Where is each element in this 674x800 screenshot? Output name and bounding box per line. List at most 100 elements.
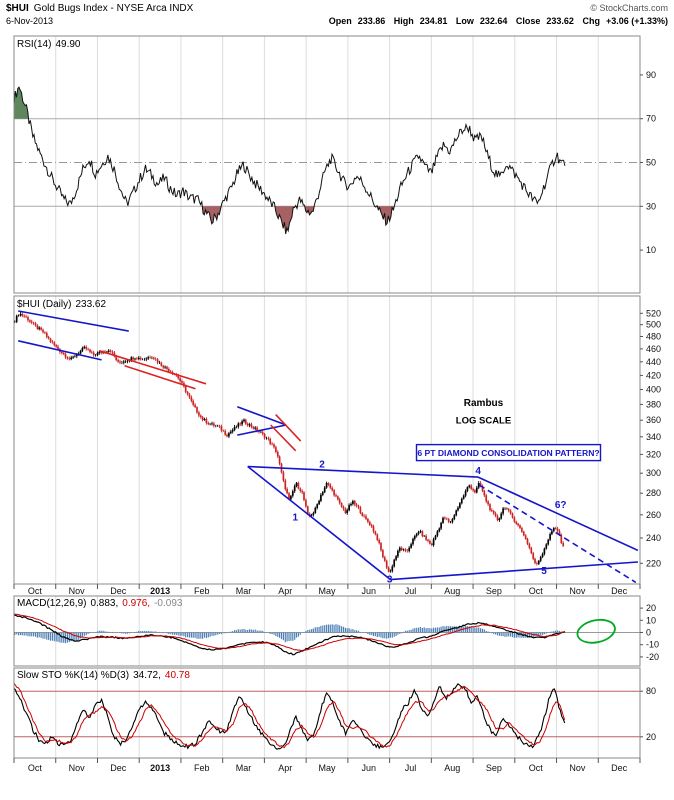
y-tick-label: 460: [646, 344, 661, 354]
y-tick-label: 30: [646, 201, 656, 211]
month-label: Sep: [486, 586, 502, 596]
y-tick-label: 400: [646, 385, 661, 395]
rsi-oversold-fill: [14, 206, 565, 234]
month-label: Nov: [69, 763, 86, 773]
x-axis-price: Oct Nov Dec 2013 Feb Mar Apr May Jun Jul Aug Sep Oct…: [13, 584, 641, 596]
month-label: Nov: [69, 586, 86, 596]
open-value: 233.86: [357, 16, 386, 26]
price-panel-border: [13, 295, 641, 585]
y-tick-label: 220: [646, 558, 661, 568]
y-tick-label: 240: [646, 533, 661, 543]
rsi-panel-border: [13, 35, 641, 294]
month-label: Dec: [611, 763, 628, 773]
copyright: © StockCharts.com: [590, 3, 668, 13]
month-label: Feb: [194, 763, 210, 773]
chart-date: 6-Nov-2013: [6, 16, 54, 26]
y-tick-label: 480: [646, 332, 661, 342]
month-label: May: [318, 763, 336, 773]
rsi-label: RSI(14): [17, 39, 52, 50]
y-tick-label: 520: [646, 308, 661, 318]
month-label: Dec: [110, 586, 127, 596]
month-label: Dec: [611, 586, 628, 596]
month-label: Oct: [28, 763, 43, 773]
macd-panel: 20 10 0 -10 -20: [13, 595, 659, 667]
y-tick-label: 10: [646, 615, 656, 625]
month-label: Dec: [110, 763, 127, 773]
annotation-text: Rambus: [464, 398, 504, 409]
trendline-dec-feb-channel-lower: [124, 365, 196, 390]
y-tick-label: 340: [646, 432, 661, 442]
month-label: Apr: [278, 586, 292, 596]
pattern-label-text: 6 PT DIAMOND CONSOLIDATION PATTERN?: [417, 448, 599, 458]
pattern-point-4: 4: [475, 466, 481, 477]
y-tick-label: -20: [646, 652, 659, 662]
sto-label: Slow STO %K(14) %D(3): [17, 670, 130, 681]
high-value: 234.81: [419, 16, 448, 26]
y-tick-label: 10: [646, 245, 656, 255]
trendline-diamond-bottom-right: [390, 561, 638, 581]
pattern-point-6: 6?: [555, 500, 567, 511]
quote-line: Open 233.86 High 234.81 Low 232.64 Close 233…: [323, 16, 668, 26]
sto-d-value: 40.78: [164, 670, 190, 681]
sto-panel: 80 20: [13, 667, 656, 759]
rsi-title: RSI(14) 49.90: [17, 39, 84, 50]
trendline-apr-flag-upper: [270, 424, 297, 452]
pattern-point-3: 3: [387, 574, 393, 585]
rsi-panel: 90 70 50 30 10: [13, 35, 656, 294]
macd-signal-line: [13, 613, 566, 652]
pattern-label-box: [415, 443, 602, 462]
y-tick-label: 20: [646, 732, 656, 742]
trendline-mar-triangle-upper: [237, 405, 287, 426]
trendline-oct-channel-lower: [18, 340, 102, 361]
macd-label: MACD(12,26,9): [17, 598, 87, 609]
y-tick-label: 320: [646, 449, 661, 459]
trendline-diamond-bottom-left: [247, 465, 391, 581]
sto-k-line: [13, 683, 566, 750]
macd-hist-value: -0.093: [154, 598, 183, 609]
open-label: Open: [328, 16, 352, 26]
price-title: $HUI (Daily) 233.62: [17, 299, 110, 310]
y-tick-label: 50: [646, 158, 656, 168]
macd-value: 0.883,: [90, 598, 119, 609]
month-label: Oct: [529, 586, 544, 596]
y-tick-label: -10: [646, 640, 659, 650]
price-panel: 1 2 3 4 5 6? Rambus LOG SCALE 6 PT DIAMOND CONSO…: [13, 295, 661, 585]
month-label: Aug: [444, 586, 460, 596]
month-label: 2013: [150, 763, 170, 773]
month-label: Mar: [236, 586, 252, 596]
month-label: Feb: [194, 586, 210, 596]
y-tick-label: 70: [646, 114, 656, 124]
y-tick-label: 80: [646, 686, 656, 696]
trendline-diamond-top-left: [247, 465, 479, 478]
chg-value: +3.06 (+1.33%): [605, 16, 668, 26]
price-value: 233.62: [75, 299, 107, 310]
trendline-mar-triangle-lower: [237, 424, 287, 436]
month-label: Nov: [569, 586, 586, 596]
x-axis-bottom: Oct Nov Dec 2013 Feb Mar Apr May Jun Jul Aug Sep Oct…: [13, 758, 641, 773]
month-label: Oct: [529, 763, 544, 773]
low-value: 232.64: [479, 16, 508, 26]
pattern-point-2: 2: [319, 459, 325, 470]
close-label: Close: [515, 16, 541, 26]
trendline-dec-feb-channel-upper: [99, 350, 207, 385]
macd-signal-value: 0.976,: [122, 598, 151, 609]
close-value: 233.62: [546, 16, 574, 26]
chart-header: $HUI Gold Bugs Index - NYSE Arca INDX © …: [0, 0, 674, 26]
trendline-diamond-top-right: [477, 476, 639, 552]
macd-panel-border: [13, 595, 641, 667]
month-label: 2013: [150, 586, 170, 596]
y-tick-label: 0: [646, 628, 651, 638]
symbol: $HUI: [6, 3, 29, 14]
month-label: Jul: [405, 586, 417, 596]
month-label: Jul: [405, 763, 417, 773]
trendline-diamond-dashed: [478, 484, 637, 584]
macd-title: MACD(12,26,9) 0.883, 0.976, -0.093: [17, 598, 186, 609]
pattern-point-5: 5: [541, 566, 547, 577]
y-tick-label: 500: [646, 320, 661, 330]
month-label: May: [318, 586, 336, 596]
chg-label: Chg: [582, 16, 600, 26]
month-label: Jun: [361, 586, 376, 596]
trendline-apr-flag-lower: [275, 414, 302, 442]
